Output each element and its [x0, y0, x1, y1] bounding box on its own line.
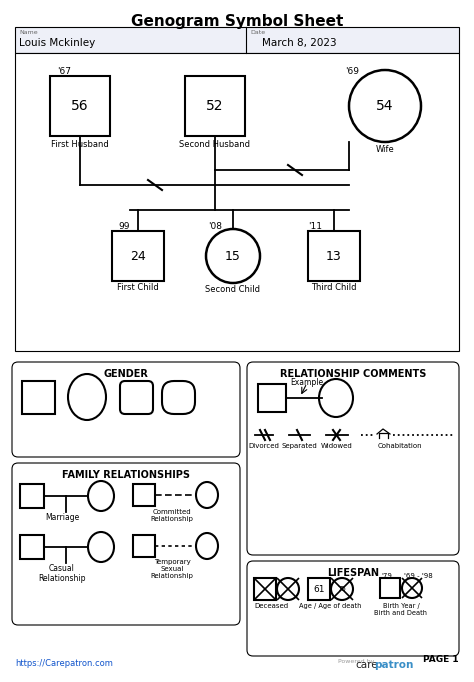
Bar	[15, 27, 459, 53]
Text: 61: 61	[313, 584, 325, 593]
Text: 15: 15	[225, 250, 241, 263]
Text: Marriage: Marriage	[45, 513, 79, 522]
Text: care: care	[355, 660, 378, 670]
Text: 99: 99	[118, 222, 129, 231]
Bar	[185, 76, 245, 136]
FancyBboxPatch shape	[247, 362, 459, 555]
Ellipse shape	[196, 482, 218, 508]
Text: Deceased: Deceased	[254, 603, 288, 609]
Bar	[20, 484, 44, 508]
Ellipse shape	[88, 481, 114, 511]
Text: 75: 75	[337, 586, 346, 592]
Bar	[258, 384, 286, 412]
Bar	[308, 578, 330, 600]
Text: Louis Mckinley: Louis Mckinley	[19, 38, 95, 48]
Text: Separated: Separated	[281, 443, 317, 449]
FancyBboxPatch shape	[12, 362, 240, 457]
Text: https://Carepatron.com: https://Carepatron.com	[15, 659, 113, 668]
Text: 24: 24	[130, 250, 146, 263]
FancyBboxPatch shape	[247, 561, 459, 656]
Text: RELATIONSHIP COMMENTS: RELATIONSHIP COMMENTS	[280, 369, 426, 379]
Text: Powered by: Powered by	[338, 659, 374, 664]
Ellipse shape	[206, 229, 260, 283]
Bar	[133, 535, 155, 557]
Text: Divorced: Divorced	[248, 443, 280, 449]
Text: Temporary
Sexual
Relationship: Temporary Sexual Relationship	[151, 559, 193, 579]
FancyBboxPatch shape	[12, 463, 240, 625]
Text: 52: 52	[206, 99, 224, 113]
Text: '08: '08	[208, 222, 222, 231]
Ellipse shape	[88, 532, 114, 562]
Text: Wife: Wife	[375, 145, 394, 154]
Bar	[50, 76, 110, 136]
Text: FAMILY RELATIONSHIPS: FAMILY RELATIONSHIPS	[62, 470, 190, 480]
Ellipse shape	[331, 578, 353, 600]
Text: First Husband: First Husband	[51, 140, 109, 149]
Bar	[254, 578, 276, 600]
Text: Second Child: Second Child	[206, 285, 261, 294]
Bar	[20, 535, 44, 559]
Text: Committed
Relationship: Committed Relationship	[151, 509, 193, 522]
Text: patron: patron	[374, 660, 413, 670]
Text: Casual
Relationship: Casual Relationship	[38, 564, 86, 583]
FancyBboxPatch shape	[162, 381, 195, 414]
Ellipse shape	[402, 578, 422, 598]
Text: Widowed: Widowed	[321, 443, 353, 449]
Bar	[133, 484, 155, 506]
Text: Second Husband: Second Husband	[180, 140, 250, 149]
Text: March 8, 2023: March 8, 2023	[262, 38, 337, 48]
Text: '79: '79	[381, 573, 392, 579]
Text: Birth Year /
Birth and Death: Birth Year / Birth and Death	[374, 603, 428, 616]
Ellipse shape	[196, 533, 218, 559]
Text: 13: 13	[326, 250, 342, 263]
Bar	[22, 381, 55, 414]
Ellipse shape	[319, 379, 353, 417]
Text: '67: '67	[57, 67, 71, 76]
Text: '11: '11	[308, 222, 322, 231]
Text: Genogram Symbol Sheet: Genogram Symbol Sheet	[131, 14, 343, 29]
Bar	[112, 231, 164, 281]
Text: Third Child: Third Child	[311, 283, 357, 292]
Bar	[15, 53, 459, 351]
Text: Age / Age of death: Age / Age of death	[299, 603, 361, 609]
Text: '69: '69	[345, 67, 359, 76]
Text: Example: Example	[291, 378, 324, 387]
Text: GENDER: GENDER	[103, 369, 148, 379]
Text: 56: 56	[71, 99, 89, 113]
Ellipse shape	[349, 70, 421, 142]
Text: 54: 54	[376, 99, 394, 113]
Text: Cohabitation: Cohabitation	[378, 443, 422, 449]
Bar	[308, 231, 360, 281]
Bar	[380, 578, 400, 598]
Text: '69 - '98: '69 - '98	[404, 573, 433, 579]
Text: Name: Name	[19, 30, 37, 35]
FancyBboxPatch shape	[120, 381, 153, 414]
Ellipse shape	[277, 578, 299, 600]
Text: PAGE 1: PAGE 1	[423, 655, 459, 664]
Text: Date: Date	[250, 30, 265, 35]
Text: LIFESPAN: LIFESPAN	[327, 568, 379, 578]
Text: First Child: First Child	[117, 283, 159, 292]
Ellipse shape	[68, 374, 106, 420]
